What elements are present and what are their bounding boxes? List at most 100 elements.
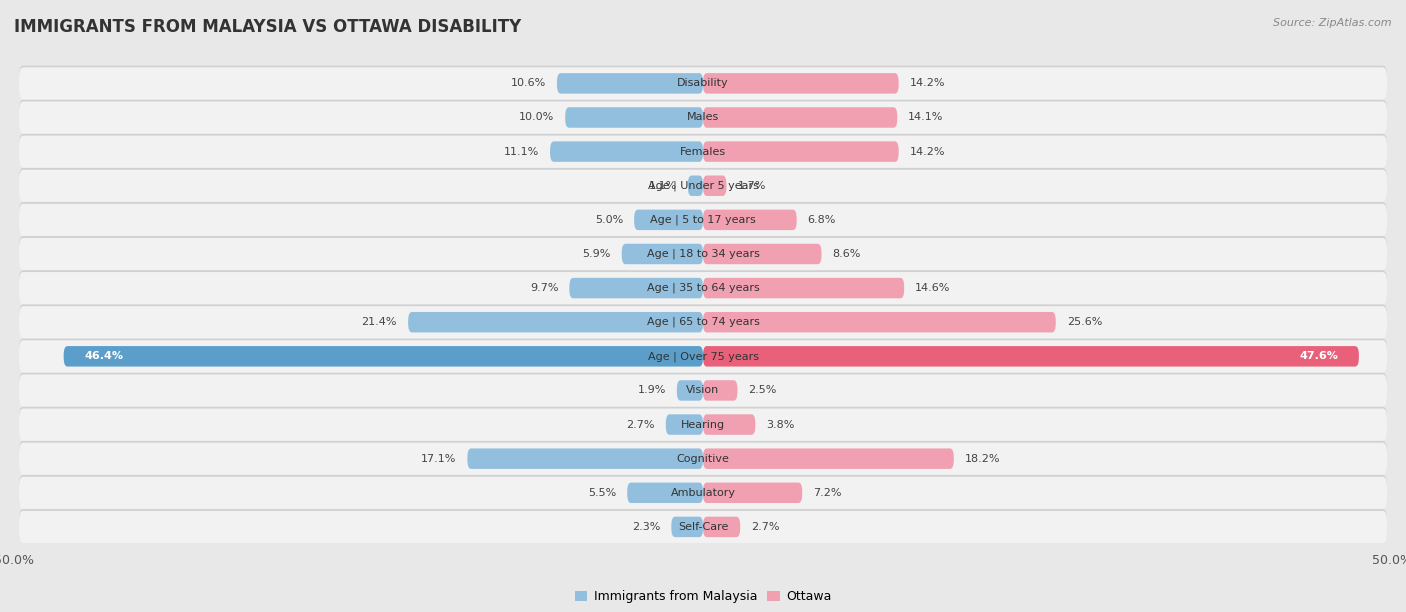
Text: 21.4%: 21.4% (361, 317, 396, 327)
FancyBboxPatch shape (703, 449, 953, 469)
Text: Self-Care: Self-Care (678, 522, 728, 532)
FancyBboxPatch shape (621, 244, 703, 264)
FancyBboxPatch shape (20, 477, 1386, 509)
Text: 14.6%: 14.6% (915, 283, 950, 293)
Text: 5.5%: 5.5% (588, 488, 616, 498)
FancyBboxPatch shape (20, 100, 1386, 133)
FancyBboxPatch shape (688, 176, 703, 196)
FancyBboxPatch shape (703, 346, 1358, 367)
FancyBboxPatch shape (703, 107, 897, 128)
Text: 1.7%: 1.7% (738, 181, 766, 191)
Text: 5.0%: 5.0% (595, 215, 623, 225)
FancyBboxPatch shape (703, 278, 904, 298)
Text: 2.5%: 2.5% (748, 386, 778, 395)
Text: 17.1%: 17.1% (420, 453, 457, 464)
FancyBboxPatch shape (408, 312, 703, 332)
FancyBboxPatch shape (20, 202, 1386, 235)
Text: Age | Under 5 years: Age | Under 5 years (648, 181, 758, 191)
FancyBboxPatch shape (20, 441, 1386, 474)
FancyBboxPatch shape (20, 238, 1386, 270)
FancyBboxPatch shape (627, 483, 703, 503)
FancyBboxPatch shape (20, 373, 1386, 406)
Text: 2.3%: 2.3% (631, 522, 661, 532)
Text: Hearing: Hearing (681, 420, 725, 430)
Text: 7.2%: 7.2% (813, 488, 842, 498)
FancyBboxPatch shape (20, 442, 1386, 475)
FancyBboxPatch shape (20, 509, 1386, 542)
FancyBboxPatch shape (20, 134, 1386, 166)
FancyBboxPatch shape (20, 170, 1386, 202)
Text: 3.8%: 3.8% (766, 420, 794, 430)
FancyBboxPatch shape (703, 73, 898, 94)
Text: 2.7%: 2.7% (626, 420, 655, 430)
FancyBboxPatch shape (565, 107, 703, 128)
Text: 46.4%: 46.4% (84, 351, 124, 361)
Text: 1.9%: 1.9% (637, 386, 666, 395)
FancyBboxPatch shape (20, 306, 1386, 338)
FancyBboxPatch shape (703, 380, 738, 401)
Text: Age | Over 75 years: Age | Over 75 years (648, 351, 758, 362)
FancyBboxPatch shape (20, 102, 1386, 133)
Text: 6.8%: 6.8% (807, 215, 837, 225)
Text: Age | 65 to 74 years: Age | 65 to 74 years (647, 317, 759, 327)
FancyBboxPatch shape (20, 272, 1386, 304)
FancyBboxPatch shape (703, 141, 898, 162)
FancyBboxPatch shape (703, 414, 755, 435)
Text: 10.0%: 10.0% (519, 113, 554, 122)
FancyBboxPatch shape (634, 210, 703, 230)
FancyBboxPatch shape (467, 449, 703, 469)
FancyBboxPatch shape (20, 409, 1386, 441)
Text: 14.2%: 14.2% (910, 78, 945, 88)
FancyBboxPatch shape (20, 136, 1386, 168)
Text: 14.2%: 14.2% (910, 147, 945, 157)
Text: 11.1%: 11.1% (503, 147, 538, 157)
Text: Disability: Disability (678, 78, 728, 88)
FancyBboxPatch shape (20, 340, 1386, 372)
Text: Age | 18 to 34 years: Age | 18 to 34 years (647, 248, 759, 259)
FancyBboxPatch shape (703, 483, 803, 503)
Text: Ambulatory: Ambulatory (671, 488, 735, 498)
FancyBboxPatch shape (703, 210, 797, 230)
Text: 1.1%: 1.1% (648, 181, 676, 191)
Legend: Immigrants from Malaysia, Ottawa: Immigrants from Malaysia, Ottawa (575, 591, 831, 603)
Text: 5.9%: 5.9% (582, 249, 610, 259)
Text: 8.6%: 8.6% (832, 249, 860, 259)
Text: 2.7%: 2.7% (751, 522, 780, 532)
Text: Males: Males (688, 113, 718, 122)
FancyBboxPatch shape (703, 312, 1056, 332)
Text: 10.6%: 10.6% (510, 78, 546, 88)
Text: 47.6%: 47.6% (1299, 351, 1339, 361)
FancyBboxPatch shape (20, 304, 1386, 337)
FancyBboxPatch shape (20, 338, 1386, 371)
FancyBboxPatch shape (63, 346, 703, 367)
Text: 18.2%: 18.2% (965, 453, 1000, 464)
FancyBboxPatch shape (703, 176, 727, 196)
Text: IMMIGRANTS FROM MALAYSIA VS OTTAWA DISABILITY: IMMIGRANTS FROM MALAYSIA VS OTTAWA DISAB… (14, 18, 522, 36)
FancyBboxPatch shape (666, 414, 703, 435)
FancyBboxPatch shape (557, 73, 703, 94)
FancyBboxPatch shape (20, 407, 1386, 439)
Text: 25.6%: 25.6% (1067, 317, 1102, 327)
FancyBboxPatch shape (20, 511, 1386, 543)
Text: Females: Females (681, 147, 725, 157)
FancyBboxPatch shape (20, 375, 1386, 406)
FancyBboxPatch shape (676, 380, 703, 401)
FancyBboxPatch shape (550, 141, 703, 162)
FancyBboxPatch shape (703, 517, 740, 537)
FancyBboxPatch shape (671, 517, 703, 537)
FancyBboxPatch shape (20, 236, 1386, 269)
Text: 9.7%: 9.7% (530, 283, 558, 293)
FancyBboxPatch shape (20, 475, 1386, 508)
FancyBboxPatch shape (20, 271, 1386, 303)
FancyBboxPatch shape (703, 244, 821, 264)
FancyBboxPatch shape (20, 67, 1386, 99)
FancyBboxPatch shape (569, 278, 703, 298)
Text: Age | 5 to 17 years: Age | 5 to 17 years (650, 215, 756, 225)
Text: Source: ZipAtlas.com: Source: ZipAtlas.com (1274, 18, 1392, 28)
FancyBboxPatch shape (20, 204, 1386, 236)
Text: Vision: Vision (686, 386, 720, 395)
Text: 14.1%: 14.1% (908, 113, 943, 122)
FancyBboxPatch shape (20, 65, 1386, 99)
Text: Cognitive: Cognitive (676, 453, 730, 464)
Text: Age | 35 to 64 years: Age | 35 to 64 years (647, 283, 759, 293)
